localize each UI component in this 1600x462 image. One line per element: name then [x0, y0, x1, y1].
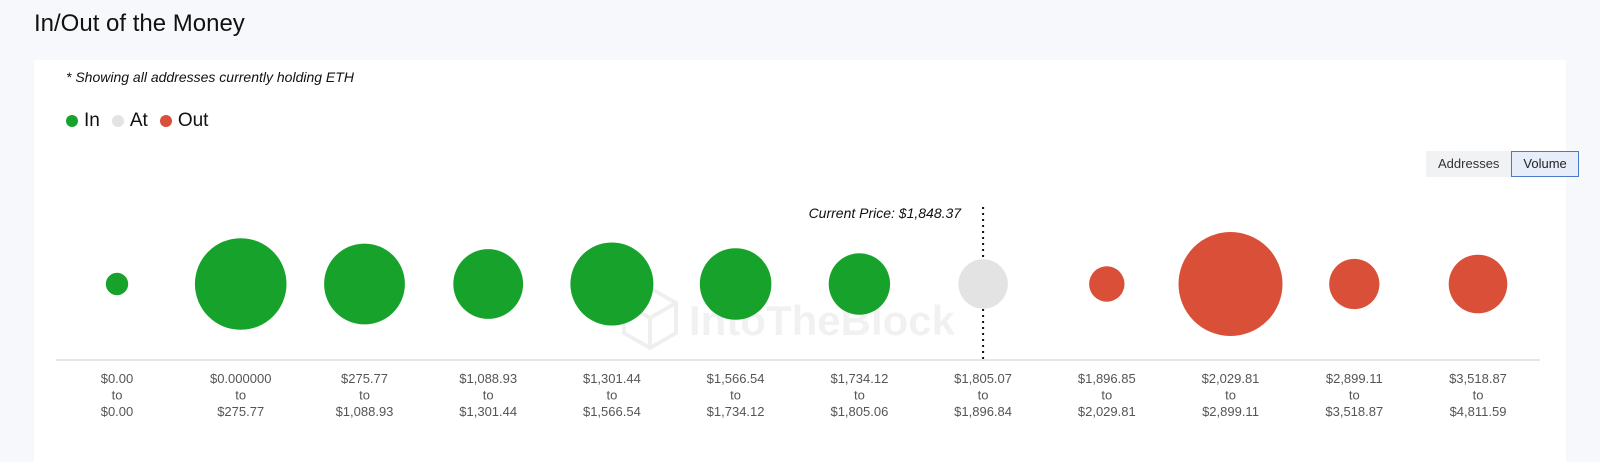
metric-toggle: Addresses Volume [1426, 151, 1579, 177]
bubble-3[interactable] [453, 249, 524, 319]
iomap-chart: IntoTheBlock Current Price: $1,848.37 $0… [56, 205, 1540, 419]
tick-label-10-connector: to [1349, 388, 1360, 403]
tick-label-9-connector: to [1225, 388, 1236, 403]
tick-label-2-connector: to [359, 388, 370, 403]
tick-label-4-from: $1,301.44 [583, 371, 641, 386]
tick-label-1-connector: to [235, 388, 246, 403]
bubble-11[interactable] [1448, 254, 1508, 314]
tick-label-9-from: $2,029.81 [1202, 371, 1260, 386]
bubble-10[interactable] [1329, 258, 1380, 310]
tick-label-0-connector: to [112, 388, 123, 403]
addresses-button[interactable]: Addresses [1426, 151, 1512, 177]
tick-label-3-from: $1,088.93 [459, 371, 517, 386]
holding-note: * Showing all addresses currently holdin… [66, 69, 354, 85]
chart-card: * Showing all addresses currently holdin… [34, 60, 1579, 462]
legend-item-at[interactable]: At [111, 110, 148, 132]
legend-dot-in-icon [66, 115, 78, 127]
tick-label-11-connector: to [1473, 388, 1484, 403]
tick-label-2-from: $275.77 [341, 371, 388, 386]
bubble-6[interactable] [828, 253, 891, 315]
tick-label-6-connector: to [854, 388, 865, 403]
tick-label-2-to: $1,088.93 [336, 404, 394, 419]
tick-label-5-connector: to [730, 388, 741, 403]
tick-label-0-to: $0.00 [101, 404, 134, 419]
tick-label-1-to: $275.77 [217, 404, 264, 419]
bubble-5[interactable] [699, 248, 772, 320]
tick-label-3-to: $1,301.44 [459, 404, 517, 419]
legend-item-out[interactable]: Out [159, 110, 209, 132]
tick-label-7-connector: to [978, 388, 989, 403]
watermark: IntoTheBlock [622, 285, 956, 351]
tick-label-5-to: $1,734.12 [707, 404, 765, 419]
tick-label-9-to: $2,899.11 [1202, 404, 1259, 419]
tick-label-10-to: $3,518.87 [1325, 404, 1383, 419]
tick-label-7-from: $1,805.07 [954, 371, 1012, 386]
tick-label-10-from: $2,899.11 [1326, 371, 1383, 386]
bubble-8[interactable] [1089, 266, 1125, 302]
tick-label-4-connector: to [606, 388, 617, 403]
bubble-0[interactable] [105, 272, 129, 296]
legend-dot-out-icon [159, 115, 172, 127]
tick-label-0-from: $0.00 [101, 371, 134, 386]
tick-label-5-from: $1,566.54 [707, 371, 765, 386]
bubbles [105, 232, 1508, 336]
tick-label-1-from: $0.000000 [210, 371, 271, 386]
tick-label-3-connector: to [483, 388, 494, 403]
legend-label-at: At [129, 110, 148, 131]
legend-item-in[interactable]: In [66, 110, 100, 132]
tick-label-11-from: $3,518.87 [1449, 371, 1507, 386]
tick-label-8-to: $2,029.81 [1078, 404, 1136, 419]
legend-dot-at-icon [111, 115, 124, 127]
tick-label-4-to: $1,566.54 [583, 404, 641, 419]
tick-label-11-to: $4,811.59 [1450, 404, 1507, 419]
page-title: In/Out of the Money [34, 10, 245, 37]
bubble-2[interactable] [324, 243, 405, 325]
current-price-label: Current Price: $1,848.37 [809, 205, 963, 221]
bubble-4[interactable] [570, 242, 654, 326]
legend: In At Out [66, 110, 220, 132]
tick-label-6-to: $1,805.06 [830, 404, 888, 419]
tick-label-6-from: $1,734.12 [830, 371, 888, 386]
bubble-7[interactable] [958, 259, 1008, 309]
legend-label-in: In [84, 110, 100, 131]
bubble-1[interactable] [194, 238, 287, 330]
x-axis-ticks: $0.00to$0.00$0.000000to$275.77$275.77to$… [101, 371, 1507, 419]
tick-label-8-connector: to [1101, 388, 1112, 403]
tick-label-8-from: $1,896.85 [1078, 371, 1136, 386]
bubble-9[interactable] [1178, 232, 1283, 336]
legend-label-out: Out [177, 110, 209, 131]
volume-button[interactable]: Volume [1511, 151, 1579, 177]
tick-label-7-to: $1,896.84 [954, 404, 1012, 419]
